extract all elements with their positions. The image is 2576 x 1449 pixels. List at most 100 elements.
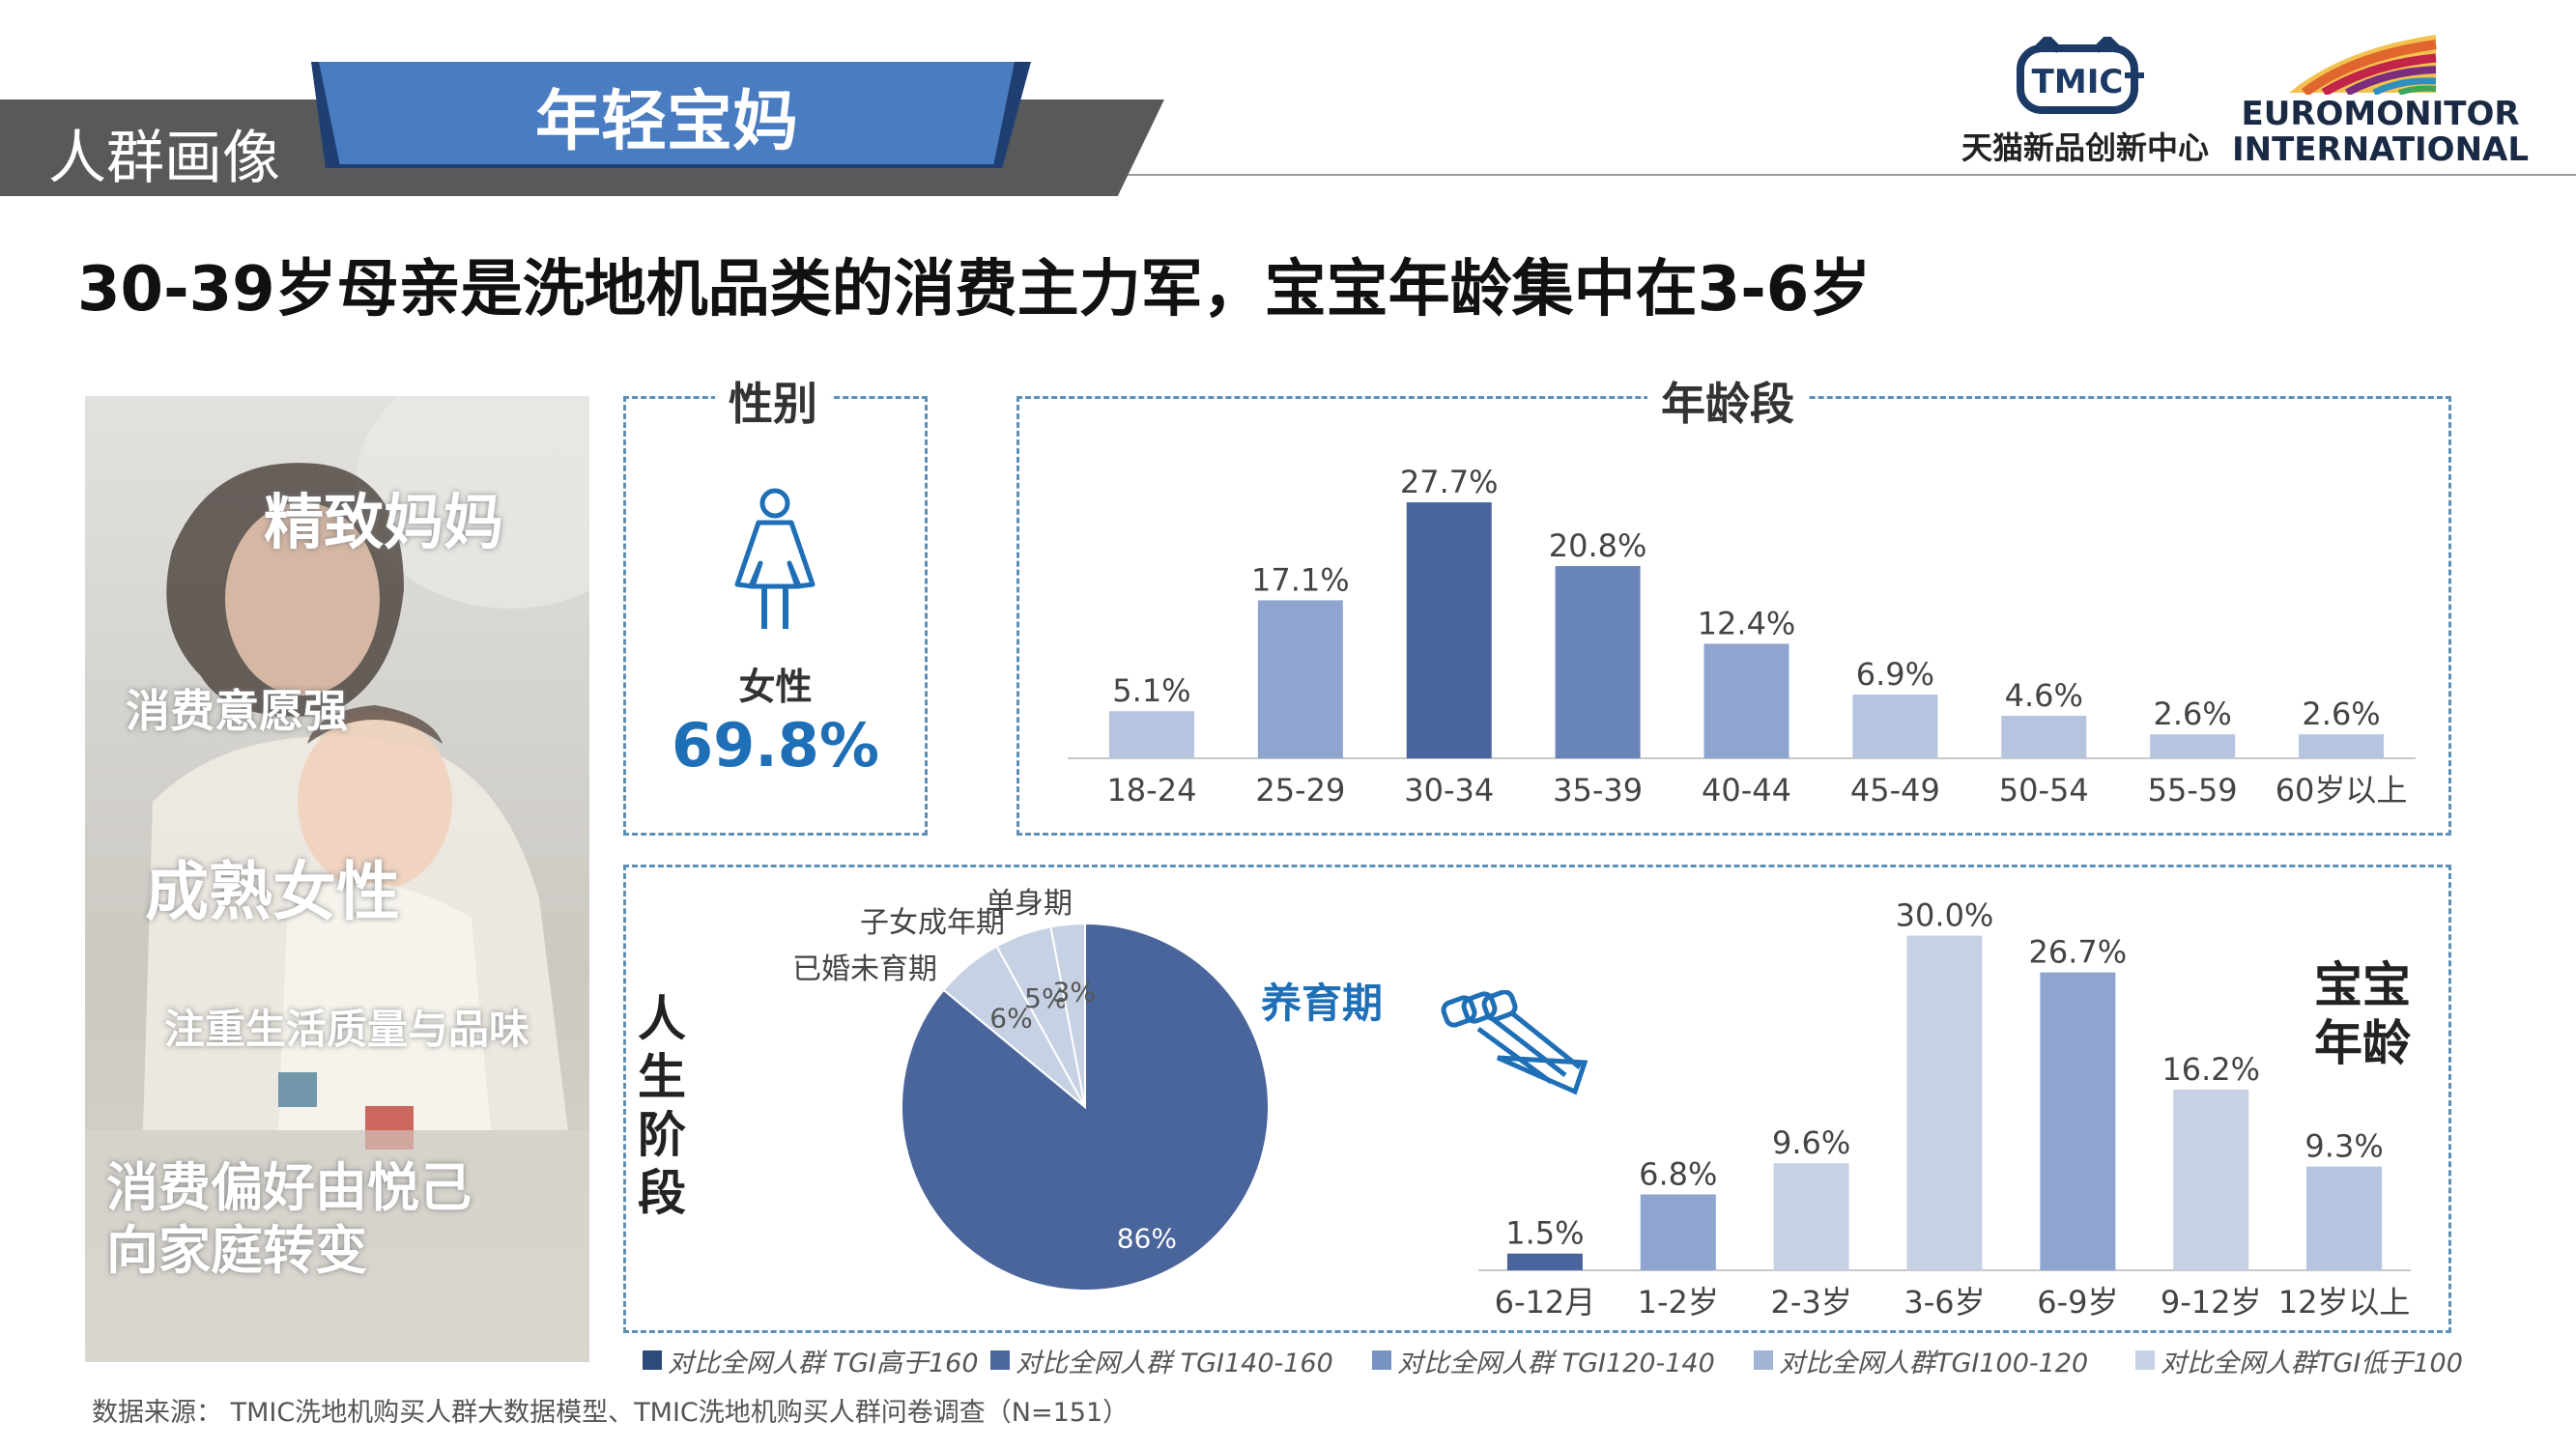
- pie-slice-label: 单身期: [986, 887, 1073, 921]
- header-tag-background: [319, 62, 1015, 164]
- x-tick-label: 9-12岁: [2161, 1284, 2262, 1319]
- legend-swatch: [1754, 1350, 1773, 1370]
- x-tick-label: 55-59: [2148, 772, 2238, 809]
- baby-age-bar-chart: 1.5% 6-12月 6.8% 1-2岁 9.6% 2-3岁 30.0% 3-6岁 26.7% 6…: [1478, 897, 2411, 1319]
- bar-value-label: 6.8%: [1639, 1155, 1717, 1192]
- photo-tag-4: 注重生活质量与品味: [164, 1006, 530, 1053]
- bar-value-label: 30.0%: [1896, 897, 1994, 934]
- female-person-icon: [734, 488, 816, 629]
- bar: [2150, 734, 2236, 758]
- x-tick-label: 40-44: [1702, 772, 1791, 809]
- x-tick-label: 25-29: [1255, 772, 1345, 809]
- pie-main-slice-label: 养育期: [1261, 980, 1384, 1027]
- pie-value-label: 5%: [1024, 982, 1067, 1014]
- legend-swatch: [2135, 1350, 2155, 1370]
- bar: [1852, 694, 1938, 758]
- life-stage-panel: [623, 865, 2451, 1333]
- bar: [2173, 1089, 2249, 1270]
- bar-value-label: 26.7%: [2029, 934, 2128, 971]
- bar: [1555, 566, 1641, 758]
- life-stage-label: 人生阶段: [638, 991, 686, 1221]
- x-tick-label: 2-3岁: [1771, 1284, 1852, 1319]
- bar: [2001, 715, 2087, 758]
- bar-value-label: 17.1%: [1251, 561, 1350, 598]
- bar-value-label: 27.7%: [1400, 464, 1499, 500]
- bar: [2040, 972, 2116, 1270]
- bar-value-label: 6.9%: [1856, 656, 1934, 693]
- header-divider: [0, 174, 2576, 176]
- bar-value-label: 2.6%: [2154, 696, 2232, 732]
- x-tick-label: 35-39: [1553, 772, 1643, 809]
- x-tick-label: 6-9岁: [2037, 1284, 2118, 1319]
- bar-value-label: 20.8%: [1549, 527, 1647, 564]
- section-label: 人群画像: [48, 125, 280, 192]
- euromonitor-logo-icon: [2289, 35, 2437, 95]
- bar: [1640, 1194, 1716, 1270]
- legend-swatch: [990, 1350, 1010, 1370]
- x-tick-label: 18-24: [1106, 772, 1196, 809]
- pie-slice: [1049, 922, 1086, 1108]
- photo-tag-5: 消费偏好由悦己: [106, 1157, 472, 1218]
- pie-value-label: 6%: [989, 1003, 1032, 1035]
- bar-value-label: 9.6%: [1772, 1124, 1850, 1161]
- x-tick-label: 3-6岁: [1903, 1284, 1985, 1319]
- data-source-note: 数据来源： TMIC洗地机购买人群大数据模型、TMIC洗地机购买人群问卷调查（N…: [92, 1398, 1130, 1428]
- page-title: 30-39岁母亲是洗地机品类的消费主力军，宝宝年龄集中在3-6岁: [77, 254, 1872, 326]
- x-tick-label: 12岁以上: [2278, 1284, 2411, 1319]
- pie-value-label: 3%: [1052, 977, 1095, 1009]
- legend-item-5: 对比全网人群TGI低于100: [2135, 1343, 2463, 1378]
- x-tick-label: 1-2岁: [1638, 1284, 1719, 1319]
- x-tick-label: 60岁以上: [2275, 772, 2408, 809]
- photo-tag-3: 成熟女性: [145, 855, 400, 929]
- bar-value-label: 5.1%: [1112, 672, 1190, 709]
- euromonitor-line2: INTERNATIONAL: [2232, 130, 2530, 169]
- tmic-logo-text: TMIC: [2032, 63, 2124, 101]
- tmic-logo-caption: 天猫新品创新中心: [1961, 129, 2210, 166]
- bar: [1906, 935, 1983, 1270]
- photo-tag-1: 精致妈妈: [264, 487, 504, 557]
- bar: [1703, 643, 1789, 758]
- x-tick-label: 50-54: [1999, 772, 2089, 809]
- bar-value-label: 12.4%: [1698, 605, 1796, 641]
- pie-value-label: 86%: [1117, 1223, 1177, 1255]
- bar: [1108, 711, 1194, 758]
- legend-item-3: 对比全网人群 TGI120-140: [1372, 1343, 1715, 1378]
- bar-value-label: 16.2%: [2161, 1051, 2260, 1088]
- bar: [1257, 600, 1343, 758]
- bar: [1773, 1163, 1849, 1270]
- x-tick-label: 6-12月: [1495, 1284, 1596, 1319]
- euromonitor-line1: EUROMONITOR: [2241, 95, 2520, 133]
- legend-item-4: 对比全网人群TGI100-120: [1754, 1343, 2088, 1378]
- gender-label: 女性: [738, 666, 813, 708]
- bar: [2306, 1166, 2383, 1270]
- legend-swatch: [643, 1350, 662, 1370]
- bar-value-label: 2.6%: [2302, 696, 2380, 732]
- x-tick-label: 30-34: [1404, 772, 1494, 809]
- age-bar-chart: 5.1% 18-24 17.1% 25-29 27.7% 30-34 20.8% 35-39 1…: [1068, 464, 2416, 809]
- bar: [1406, 502, 1492, 758]
- age-panel-title: 年龄段: [1647, 369, 1808, 433]
- mother-baby-photo: 精致妈妈 消费意愿强 成熟女性 注重生活质量与品味 消费偏好由悦己 向家庭转变: [85, 396, 589, 1362]
- arrow-decoration-icon: [1441, 990, 1589, 1095]
- bar: [2299, 734, 2385, 758]
- bar: [1506, 1253, 1583, 1270]
- bar-value-label: 4.6%: [2005, 677, 2083, 714]
- segment-tag: 年轻宝妈: [534, 84, 798, 160]
- gender-panel-title: 性别: [715, 369, 831, 433]
- baby-age-label: 宝宝年龄: [2314, 957, 2411, 1071]
- bar-value-label: 9.3%: [2304, 1128, 2383, 1165]
- legend-item-2: 对比全网人群 TGI140-160: [990, 1343, 1333, 1378]
- euromonitor-logo-text: EUROMONITOR INTERNATIONAL: [2232, 97, 2529, 168]
- photo-tag-2: 消费意愿强: [126, 685, 348, 737]
- legend-item-1: 对比全网人群 TGI高于160: [643, 1343, 979, 1378]
- photo-tag-6: 向家庭转变: [106, 1220, 367, 1281]
- tmic-logo-icon: TMIC: [2017, 37, 2144, 114]
- pie-slice-label: 已婚未育期: [792, 952, 937, 986]
- pie-slice-label: 子女成年期: [860, 906, 1005, 940]
- x-tick-label: 45-49: [1850, 772, 1940, 809]
- legend-swatch: [1372, 1350, 1391, 1370]
- bar-value-label: 1.5%: [1505, 1215, 1584, 1252]
- gender-value: 69.8%: [671, 710, 880, 781]
- photo-illustration: [85, 396, 589, 1362]
- life-stage-pie-chart: 86% 6% 已婚未育期 5% 子女成年期 3% 单身期: [792, 887, 1270, 1292]
